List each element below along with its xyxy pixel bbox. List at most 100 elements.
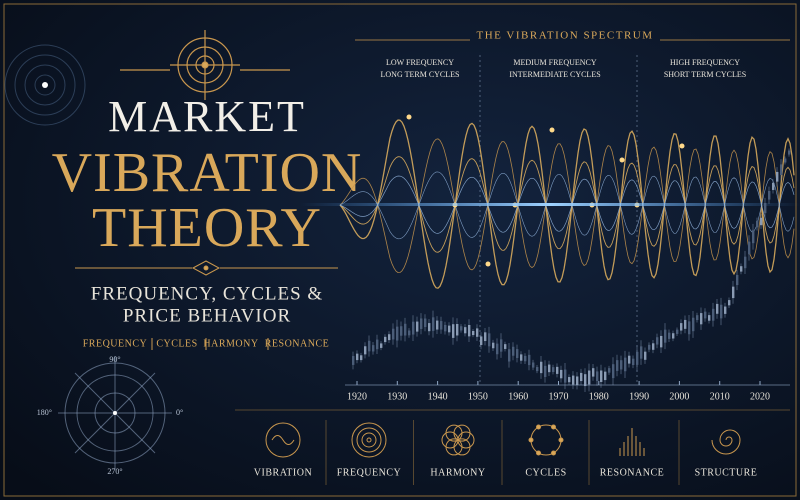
candle-body (548, 364, 551, 373)
icons: VIBRATION FREQUENCY HARMONY CYCLES RESONANCE… (254, 420, 757, 485)
candle-body (712, 308, 715, 321)
wave (339, 171, 795, 240)
timeline-year: 1930 (387, 391, 407, 402)
wave (339, 119, 795, 289)
candle-body (772, 182, 775, 190)
candle-body (380, 343, 383, 348)
candle-body (524, 355, 527, 362)
icon-shape (551, 424, 556, 430)
band-name: HIGH FREQUENCY (670, 58, 740, 67)
candle-body (764, 203, 767, 214)
candle-body (420, 318, 423, 329)
candle-body (664, 329, 667, 343)
candle-body (572, 375, 575, 385)
candle-body (500, 339, 503, 352)
candle-body (692, 317, 695, 332)
candle-body (364, 346, 367, 355)
candle-body (408, 330, 411, 336)
subtitle-line: FREQUENCY, CYCLES & (91, 283, 323, 304)
candle-body (752, 230, 755, 244)
timeline-year: 2000 (669, 391, 689, 402)
candle-body (508, 349, 511, 362)
timeline-year: 2010 (710, 391, 730, 402)
dial-label: 180° (37, 408, 52, 417)
candle-body (688, 321, 691, 335)
candle-body (648, 344, 651, 350)
candle-body (724, 306, 727, 314)
candle-body (608, 368, 611, 373)
candle-body (632, 358, 635, 366)
wave (339, 138, 795, 274)
candle-body (628, 355, 631, 364)
timeline-year: 1940 (428, 391, 448, 402)
candle-body (492, 342, 495, 349)
title-line: THEORY (92, 197, 322, 259)
candle-body (460, 326, 463, 331)
icon-shape (271, 435, 295, 445)
candle-body (704, 311, 707, 319)
candle-body (720, 304, 723, 319)
candle-body (568, 377, 571, 383)
icon-shape (356, 427, 382, 453)
candle-body (652, 343, 655, 350)
candle-body (640, 346, 643, 359)
candle-body (644, 351, 647, 360)
candle-body (756, 220, 759, 228)
candle-body (416, 321, 419, 332)
candle-body (660, 335, 663, 348)
candle-body (696, 315, 699, 321)
band-name: LOW FREQUENCY (386, 58, 454, 67)
icon-shape (366, 437, 372, 443)
band-dividers (479, 55, 638, 385)
candle-body (360, 355, 363, 361)
candle-body (352, 356, 355, 365)
subtitle-line: PRICE BEHAVIOR (123, 305, 291, 326)
candle-body (636, 351, 639, 365)
candle-body (788, 150, 791, 155)
candles (352, 148, 791, 392)
candle-body (540, 361, 543, 374)
timeline-year: 1920 (347, 391, 367, 402)
icon-shape (711, 429, 741, 455)
candle-body (412, 321, 415, 335)
candle-body (676, 329, 679, 334)
candle-body (776, 171, 779, 182)
candle-body (668, 332, 671, 339)
icon-label: HARMONY (430, 467, 485, 478)
band-name: MEDIUM FREQUENCY (513, 58, 597, 67)
candle-body (612, 364, 615, 379)
icon-label: VIBRATION (254, 467, 312, 478)
candle-body (768, 190, 771, 200)
dial-label: 90° (109, 355, 120, 364)
band-desc: INTERMEDIATE CYCLES (509, 70, 600, 79)
wave-node (619, 157, 625, 163)
candle-body (376, 339, 379, 350)
candle-body (368, 340, 371, 352)
icon (265, 422, 301, 458)
dial-label: 0° (176, 408, 183, 417)
candle-body (716, 303, 719, 314)
timeline-year: 1980 (589, 391, 609, 402)
wave-node (549, 127, 555, 133)
candle-body (400, 326, 403, 336)
icon-shape (351, 422, 387, 458)
candle-body (452, 324, 455, 338)
candle-body (424, 318, 427, 328)
icon-shape (558, 437, 564, 443)
candle-body (372, 345, 375, 352)
candle-body (496, 343, 499, 355)
keyword: RESONANCE (265, 338, 330, 349)
icon-label: RESONANCE (600, 467, 665, 478)
candle-body (388, 334, 391, 341)
glow-rings (4, 44, 86, 126)
icon (351, 422, 387, 458)
candle-body (680, 323, 683, 331)
candle-body (520, 354, 523, 361)
candle-body (740, 266, 743, 272)
candle-body (468, 324, 471, 337)
candle-body (564, 369, 567, 383)
candle-body (396, 326, 399, 341)
candle-body (544, 365, 547, 378)
